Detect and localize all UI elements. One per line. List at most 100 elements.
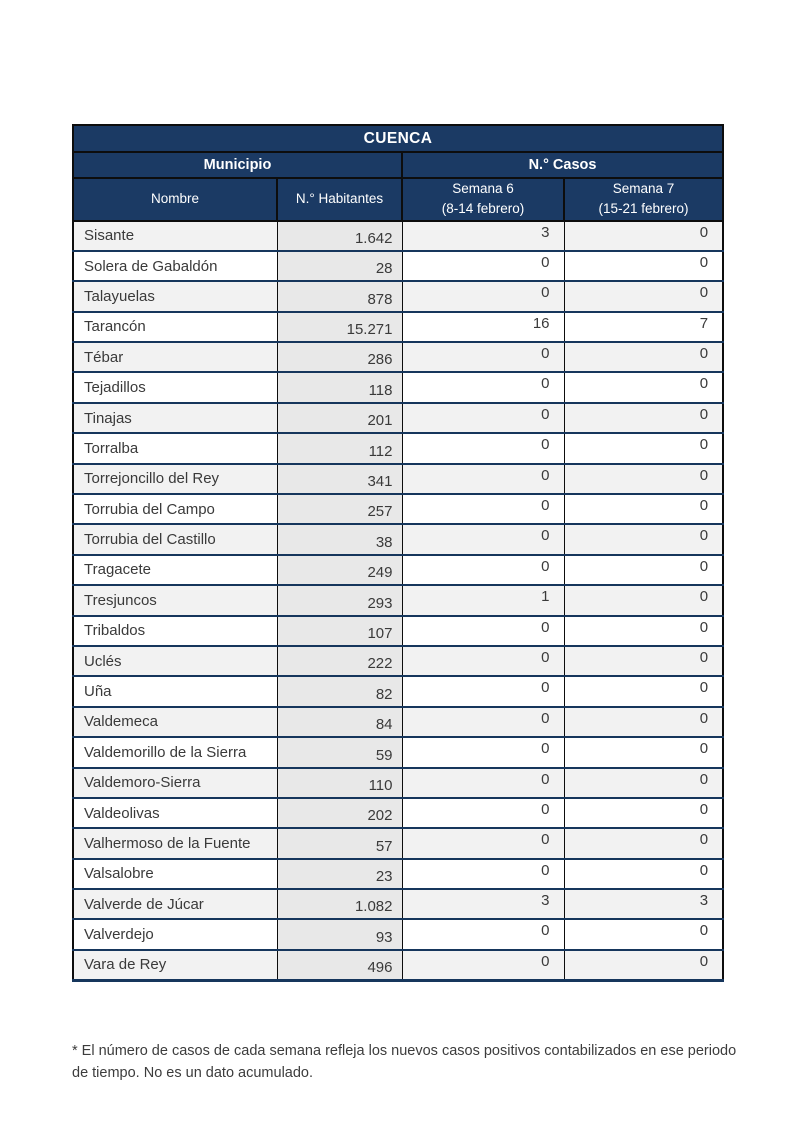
cell-semana6: 0 xyxy=(401,614,565,647)
cell-semana6: 0 xyxy=(401,553,565,587)
cell-nombre: Valdemoro-Sierra xyxy=(72,766,278,799)
cell-habitantes: 201 xyxy=(276,401,403,435)
cell-semana7: 0 xyxy=(563,584,724,617)
cell-semana7: 0 xyxy=(563,249,724,283)
group-header-casos: N.° Casos xyxy=(400,151,725,179)
cell-habitantes: 878 xyxy=(276,280,403,313)
cell-nombre: Valhermoso de la Fuente xyxy=(72,827,278,860)
cell-nombre: Tébar xyxy=(72,341,278,374)
cell-semana7: 0 xyxy=(563,280,724,313)
cell-habitantes: 57 xyxy=(276,827,403,860)
footnote: * El número de casos de cada semana refl… xyxy=(72,1043,737,1081)
cell-nombre: Valverde de Júcar xyxy=(72,888,278,921)
cell-nombre: Valdeolivas xyxy=(72,796,278,830)
table-row: Valsalobre 23 0 0 xyxy=(72,857,724,891)
cell-habitantes: 496 xyxy=(276,948,403,982)
cell-semana7: 0 xyxy=(563,341,724,374)
cell-nombre: Tinajas xyxy=(72,401,278,435)
cell-habitantes: 257 xyxy=(276,493,403,526)
cell-habitantes: 59 xyxy=(276,736,403,769)
cell-nombre: Talayuelas xyxy=(72,280,278,313)
table-row: Valdemorillo de la Sierra 59 0 0 xyxy=(72,736,724,769)
cell-nombre: Tarancón xyxy=(72,310,278,344)
cell-habitantes: 15.271 xyxy=(276,310,403,344)
cell-nombre: Valverdejo xyxy=(72,918,278,951)
cell-habitantes: 286 xyxy=(276,341,403,374)
cell-habitantes: 82 xyxy=(276,675,403,708)
table-row: Uclés 222 0 0 xyxy=(72,644,724,678)
cell-semana6: 0 xyxy=(401,857,565,891)
table-row: Solera de Gabaldón 28 0 0 xyxy=(72,249,724,283)
cell-semana7: 0 xyxy=(563,401,724,435)
cell-semana6: 0 xyxy=(401,432,565,465)
cell-nombre: Uña xyxy=(72,675,278,708)
column-header-nombre: Nombre xyxy=(72,177,278,222)
cell-semana7: 0 xyxy=(563,432,724,465)
table-row: Sisante 1.642 3 0 xyxy=(72,219,724,252)
cell-semana6: 0 xyxy=(401,341,565,374)
table-row: Tébar 286 0 0 xyxy=(72,341,724,374)
cell-semana6: 0 xyxy=(401,493,565,526)
cell-semana7: 0 xyxy=(563,644,724,678)
cell-habitantes: 341 xyxy=(276,462,403,496)
cell-semana6: 0 xyxy=(401,736,565,769)
cell-habitantes: 293 xyxy=(276,584,403,617)
cell-nombre: Torralba xyxy=(72,432,278,465)
cell-semana6: 0 xyxy=(401,523,565,556)
table-row: Vara de Rey 496 0 0 xyxy=(72,948,724,982)
cell-nombre: Torrubia del Campo xyxy=(72,493,278,526)
cell-semana6: 3 xyxy=(401,888,565,921)
cell-semana7: 0 xyxy=(563,948,724,982)
cell-semana7: 0 xyxy=(563,371,724,404)
table-row: Tejadillos 118 0 0 xyxy=(72,371,724,404)
cell-habitantes: 93 xyxy=(276,918,403,951)
cell-semana6: 0 xyxy=(401,280,565,313)
cell-semana7: 0 xyxy=(563,523,724,556)
table-row: Valdemoro-Sierra 110 0 0 xyxy=(72,766,724,799)
cell-semana7: 0 xyxy=(563,614,724,647)
cell-semana6: 0 xyxy=(401,948,565,982)
column-header-semana7: Semana 7 (15-21 febrero) xyxy=(562,177,725,222)
cell-semana6: 0 xyxy=(401,675,565,708)
cell-nombre: Solera de Gabaldón xyxy=(72,249,278,283)
cell-habitantes: 28 xyxy=(276,249,403,283)
table-row: Torrejoncillo del Rey 341 0 0 xyxy=(72,462,724,496)
cell-semana6: 0 xyxy=(401,827,565,860)
cell-habitantes: 249 xyxy=(276,553,403,587)
cell-nombre: Uclés xyxy=(72,644,278,678)
table-row: Torralba 112 0 0 xyxy=(72,432,724,465)
table-row: Valdemeca 84 0 0 xyxy=(72,705,724,739)
cell-habitantes: 110 xyxy=(276,766,403,799)
cell-semana6: 0 xyxy=(401,462,565,496)
cell-nombre: Vara de Rey xyxy=(72,948,278,982)
cell-nombre: Tresjuncos xyxy=(72,584,278,617)
cell-habitantes: 1.642 xyxy=(276,219,403,252)
cuenca-table: CUENCA Municipio N.° Casos Nombre N.° Ha… xyxy=(71,124,725,982)
cell-semana6: 3 xyxy=(401,219,565,252)
cell-nombre: Valdemorillo de la Sierra xyxy=(72,736,278,769)
table-row: Uña 82 0 0 xyxy=(72,675,724,708)
cell-semana6: 0 xyxy=(401,401,565,435)
cell-semana7: 0 xyxy=(563,766,724,799)
cell-habitantes: 38 xyxy=(276,523,403,556)
column-header-semana6: Semana 6 (8-14 febrero) xyxy=(401,177,565,222)
table-row: Valhermoso de la Fuente 57 0 0 xyxy=(72,827,724,860)
cell-nombre: Torrubia del Castillo xyxy=(72,523,278,556)
cell-semana7: 0 xyxy=(563,705,724,739)
cell-nombre: Tejadillos xyxy=(72,371,278,404)
table-title: CUENCA xyxy=(71,124,725,153)
cell-semana6: 0 xyxy=(401,796,565,830)
cell-semana6: 0 xyxy=(401,249,565,283)
table-row: Valdeolivas 202 0 0 xyxy=(72,796,724,830)
cell-semana6: 1 xyxy=(401,584,565,617)
semana6-label: Semana 6 xyxy=(452,181,514,196)
cell-nombre: Valsalobre xyxy=(72,857,278,891)
semana7-dates: (15-21 febrero) xyxy=(598,201,689,217)
cell-semana7: 0 xyxy=(563,462,724,496)
cell-semana6: 0 xyxy=(401,644,565,678)
cell-semana7: 0 xyxy=(563,493,724,526)
table-row: Valverde de Júcar 1.082 3 3 xyxy=(72,888,724,921)
cell-habitantes: 202 xyxy=(276,796,403,830)
cell-semana7: 0 xyxy=(563,857,724,891)
cell-semana6: 0 xyxy=(401,766,565,799)
